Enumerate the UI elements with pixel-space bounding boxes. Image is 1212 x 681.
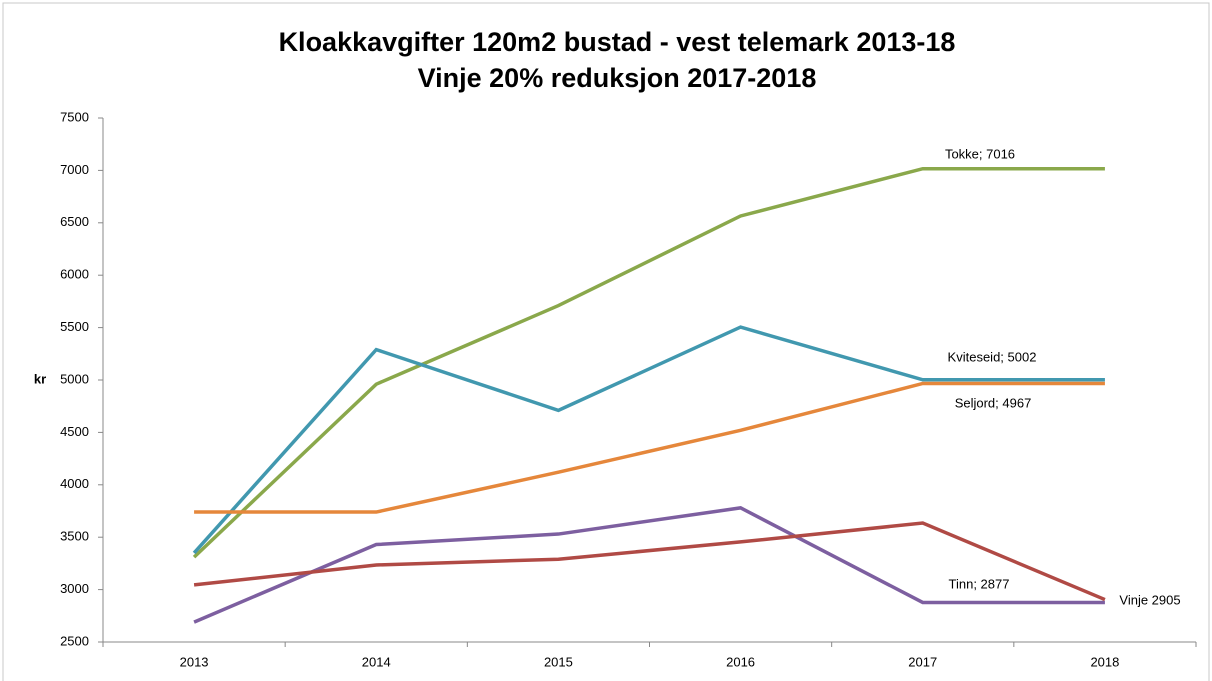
series-line [193,506,1105,624]
series-line [193,521,1106,602]
x-tick-label: 2015 [544,654,573,669]
y-tick-label: 4000 [60,476,89,491]
series-line [192,325,1105,555]
x-tick-label: 2016 [726,654,755,669]
y-tick-label: 4500 [60,424,89,439]
y-tick-label: 5000 [60,371,89,386]
chart-title: Kloakkavgifter 120m2 bustad - vest telem… [279,27,956,57]
annotation: Vinje 2905 [1119,592,1180,607]
annotation: Seljord; 4967 [955,395,1032,410]
annotation: Tinn; 2877 [949,576,1010,591]
x-tick-label: 2014 [362,654,391,669]
annotation: Tokke; 7016 [945,146,1015,161]
y-tick-label: 3000 [60,581,89,596]
y-tick-label: 6500 [60,214,89,229]
x-tick-label: 2017 [908,654,937,669]
annotation: Kviteseid; 5002 [948,349,1037,364]
y-tick-label: 2500 [60,633,89,648]
y-tick-label: 6000 [60,267,89,282]
x-tick-label: 2018 [1090,654,1119,669]
y-tick-label: 5500 [60,319,89,334]
y-axis-label: kr [34,371,46,386]
y-tick-label: 3500 [60,529,89,544]
y-tick-label: 7000 [60,162,89,177]
x-tick-label: 2013 [180,654,209,669]
y-tick-label: 7500 [60,109,89,124]
chart-subtitle: Vinje 20% reduksjon 2017-2018 [418,63,817,93]
series-line [192,166,1105,559]
series-line [194,381,1105,514]
